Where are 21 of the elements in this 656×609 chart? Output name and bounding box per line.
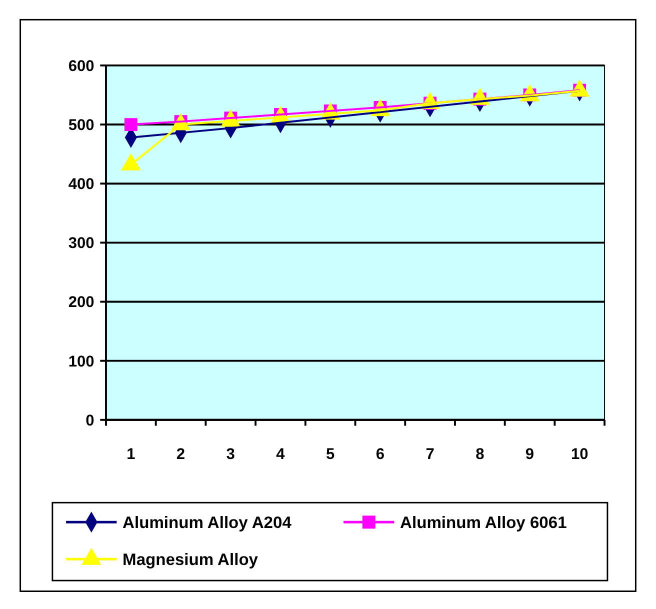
x-tick-label: 4 [276, 446, 286, 463]
x-tick-label: 5 [326, 446, 336, 463]
x-tick-label: 7 [426, 446, 434, 463]
y-tick-label: 400 [68, 176, 95, 194]
y-tick-label: 300 [68, 235, 95, 252]
y-tick-label: 200 [68, 294, 95, 312]
y-tick-label: 500 [68, 116, 95, 134]
x-tick-label: 10 [570, 446, 589, 463]
y-tick-label: 600 [68, 58, 95, 75]
x-tick-label: 1 [126, 446, 136, 463]
x-tick-label: 6 [376, 446, 385, 463]
x-tick-label: 3 [226, 446, 236, 463]
point [124, 118, 138, 131]
x-tick-label: 2 [176, 446, 186, 463]
legend-label: Magnesium Alloy [122, 550, 259, 569]
legend-label: Aluminum Alloy 6061 [400, 512, 567, 532]
legend-label: Aluminum Alloy A204 [122, 512, 292, 532]
x-tick-label: 8 [476, 446, 485, 463]
y-tick-label: 100 [68, 353, 95, 370]
y-tick-label: 0 [86, 412, 95, 430]
x-tick-label: 9 [525, 446, 534, 463]
